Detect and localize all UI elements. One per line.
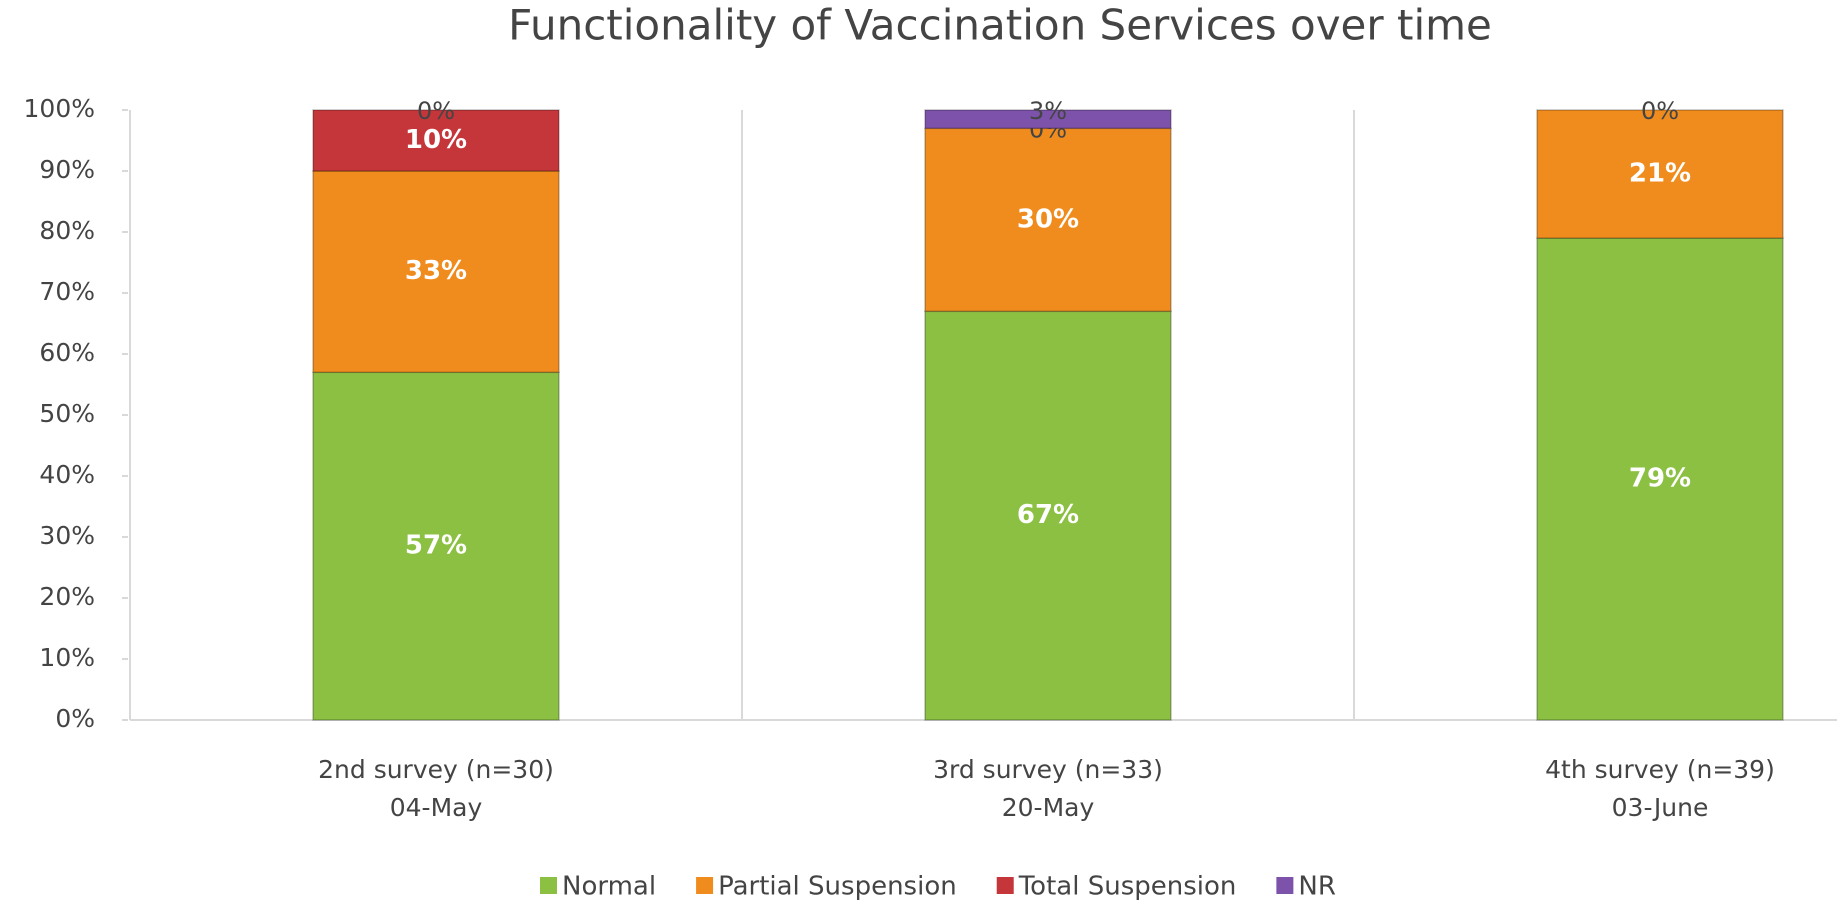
bar-segment [924, 109, 1172, 130]
bar-segment [924, 310, 1172, 721]
bar-segment [1536, 109, 1784, 239]
legend-label: Partial Suspension [718, 872, 957, 902]
x-tick-label: 2nd survey (n=30) [318, 755, 554, 784]
x-tick-label: 3rd survey (n=33) [933, 755, 1163, 784]
y-tick-label: 80% [39, 216, 95, 245]
legend-swatch [696, 877, 714, 894]
y-tick-label: 0% [55, 704, 95, 733]
y-tick-label: 60% [39, 338, 95, 367]
y-tick-label: 100% [24, 94, 95, 123]
bar-segment [312, 371, 560, 721]
data-label: 30% [1017, 204, 1079, 234]
y-tick-label: 30% [39, 521, 95, 550]
data-label: 57% [405, 531, 467, 561]
data-label: 0% [1641, 97, 1679, 125]
bar-segment [312, 109, 560, 172]
y-tick-label: 20% [39, 582, 95, 611]
x-tick-label: 4th survey (n=39) [1545, 755, 1775, 784]
y-tick-label: 70% [39, 277, 95, 306]
y-tick-label: 50% [39, 399, 95, 428]
legend-label: Normal [562, 872, 656, 902]
bar-segment [312, 170, 560, 374]
data-label: 10% [405, 125, 467, 155]
data-label: 79% [1629, 464, 1691, 494]
y-tick-label: 90% [39, 155, 95, 184]
x-tick-label: 04-May [390, 793, 483, 822]
legend-swatch [540, 877, 557, 894]
legend-label: NR [1298, 872, 1336, 902]
x-tick-label: 03-June [1612, 793, 1709, 822]
chart-title: Functionality of Vaccination Services ov… [508, 1, 1492, 50]
y-tick-label: 40% [39, 460, 95, 489]
bar-segment [1536, 237, 1784, 721]
data-label: 0% [417, 97, 455, 125]
legend-swatch [996, 877, 1014, 894]
data-label: 3% [1029, 97, 1067, 125]
legend-label: Total Suspension [1018, 872, 1237, 902]
legend-swatch [1276, 877, 1294, 894]
bar-segment [924, 127, 1172, 313]
data-label: 33% [405, 256, 467, 286]
data-label: 21% [1629, 159, 1691, 189]
x-tick-label: 20-May [1002, 793, 1095, 822]
data-label: 67% [1017, 500, 1079, 530]
y-tick-label: 10% [39, 643, 95, 672]
